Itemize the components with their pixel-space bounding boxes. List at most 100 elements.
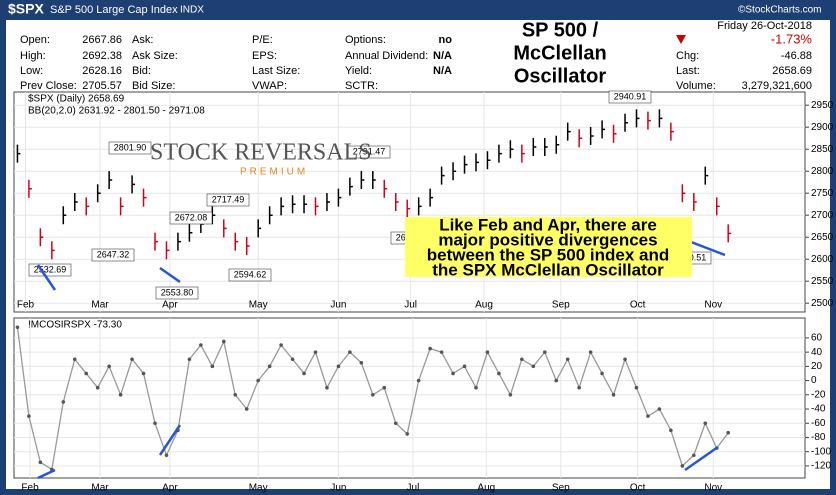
exchange: INDX xyxy=(180,5,204,16)
oscillator-point xyxy=(290,357,295,362)
quote-label: Last Size: xyxy=(252,65,300,77)
oscillator-point xyxy=(279,343,283,347)
divergence-line xyxy=(158,424,182,456)
y-tick-label: 2700 xyxy=(811,210,834,221)
oscillator-point xyxy=(233,393,238,397)
quote-label: Options: xyxy=(345,34,386,46)
quote-value: no xyxy=(439,34,453,46)
oscillator-point xyxy=(588,350,593,354)
oscillator-point xyxy=(565,357,570,362)
price-bar xyxy=(291,195,296,214)
quote-label: Bid Size: xyxy=(132,80,175,92)
oscillator-point xyxy=(508,393,513,397)
oscillator-point xyxy=(199,343,203,347)
title-line: Oscillator xyxy=(514,65,606,87)
oscillator-point xyxy=(130,357,134,362)
quote-label: SCTR: xyxy=(345,80,378,92)
price-bar xyxy=(51,241,55,260)
price-bar xyxy=(245,237,250,255)
x-tick-label: Mar xyxy=(91,300,109,311)
oscillator-point xyxy=(623,357,627,362)
x-tick-label: Jun xyxy=(330,483,346,494)
callout-box xyxy=(405,217,692,277)
oscillator-point xyxy=(405,432,410,436)
oscillator-point xyxy=(164,453,169,458)
quote-label: P/E: xyxy=(252,34,273,46)
price-bar xyxy=(440,166,445,185)
quote-label: Prev Close: xyxy=(20,80,77,92)
oscillator-point xyxy=(393,421,398,426)
oscillator-point xyxy=(348,350,352,354)
oscillator-point xyxy=(118,393,123,397)
price-bar xyxy=(131,175,136,194)
y-tick-label: 2750 xyxy=(811,188,834,199)
oscillator-point xyxy=(451,371,455,376)
price-label-box xyxy=(228,268,272,282)
quote-label: EPS: xyxy=(252,50,277,62)
divergence-line xyxy=(684,445,719,472)
price-bar xyxy=(624,113,629,132)
price-bar xyxy=(96,184,101,203)
stat-label: Last: xyxy=(676,65,700,77)
oscillator-point xyxy=(577,385,581,390)
price-bar xyxy=(544,138,548,156)
oscillator-point xyxy=(359,361,364,365)
y-tick-label: 20 xyxy=(811,361,823,372)
oscillator-point xyxy=(153,421,157,426)
y-tick-label: -100 xyxy=(811,446,831,457)
x-tick-label: Oct xyxy=(630,300,646,311)
x-tick-label: Oct xyxy=(630,483,646,494)
price-bar xyxy=(372,171,376,189)
oscillator-point xyxy=(611,393,616,397)
oscillator-point xyxy=(325,385,329,390)
x-tick-label: Sep xyxy=(552,300,570,311)
y-tick-label: -60 xyxy=(811,418,826,429)
price-bar xyxy=(532,138,537,156)
quote-label: Low: xyxy=(20,65,43,77)
oscillator-point xyxy=(726,430,730,435)
oscillator-point xyxy=(95,385,100,390)
price-bar xyxy=(486,151,491,170)
callout-line: major positive divergences xyxy=(438,230,657,249)
oscillator-point xyxy=(531,364,536,369)
x-tick-label: Apr xyxy=(162,300,178,311)
price-bar xyxy=(314,197,319,216)
price-label-box xyxy=(608,90,652,104)
oscillator-point xyxy=(439,350,444,354)
y-tick-label: 2950 xyxy=(811,100,834,111)
price-bar xyxy=(223,219,227,238)
price-bar xyxy=(670,122,674,141)
y-tick-label: 40 xyxy=(811,347,823,358)
price-bar xyxy=(303,195,308,214)
quote-value: N/A xyxy=(433,65,452,77)
price-bar xyxy=(429,188,434,207)
price-bar xyxy=(475,153,479,172)
price-bar xyxy=(62,206,67,225)
change-pct: -1.73% xyxy=(771,31,813,46)
price-bar xyxy=(268,206,273,225)
oscillator-point xyxy=(474,385,478,390)
x-tick-label: Feb xyxy=(17,300,35,311)
quote-label: VWAP: xyxy=(252,80,287,92)
price-label: 2672.08 xyxy=(175,212,208,222)
x-tick-label: Mar xyxy=(91,483,109,494)
y-tick-label: 60 xyxy=(811,333,823,344)
price-bar xyxy=(257,219,262,238)
price-bar xyxy=(74,193,78,211)
price-bar xyxy=(601,120,606,139)
symbol: $SPX xyxy=(8,1,44,17)
y-tick-label: 2650 xyxy=(811,232,834,243)
price-bar xyxy=(85,197,90,216)
x-tick-label: Jul xyxy=(407,483,420,494)
price-bar xyxy=(681,184,686,203)
x-tick-label: May xyxy=(249,300,268,311)
price-bar xyxy=(647,111,651,130)
price-label: 2940.91 xyxy=(614,91,647,101)
oscillator-point xyxy=(313,350,318,354)
price-label: 2532.69 xyxy=(34,264,67,274)
price-bar xyxy=(383,179,388,198)
x-tick-label: Feb xyxy=(21,483,39,494)
price-bar xyxy=(280,197,285,216)
copyright: ©StockCharts.com xyxy=(738,5,822,16)
oscillator-point xyxy=(634,385,639,390)
